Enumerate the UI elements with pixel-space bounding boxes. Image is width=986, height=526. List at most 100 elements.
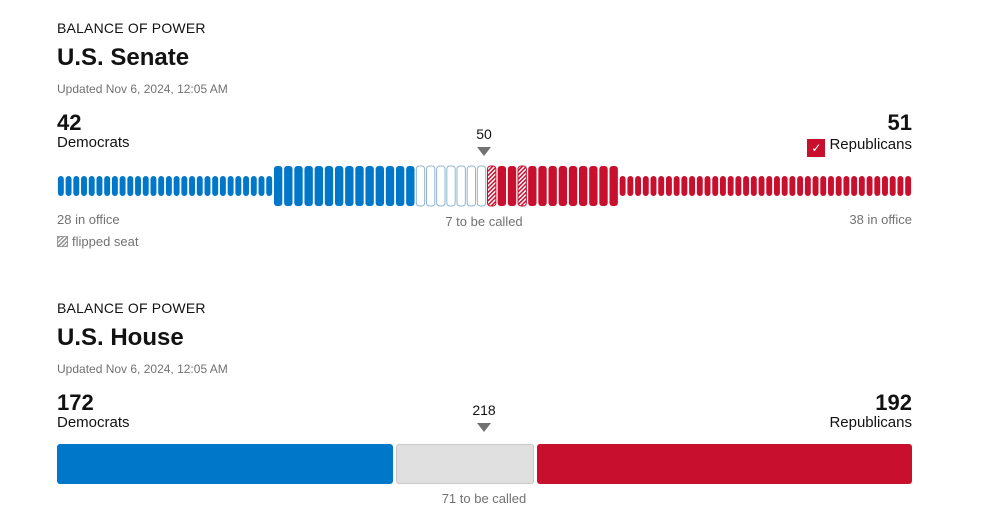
senate-kicker: BALANCE OF POWER <box>57 20 206 36</box>
senate-rep-count: 51 <box>887 110 912 135</box>
senate-seat-dem-not up <box>204 176 211 196</box>
senate-seat-dem-not up <box>135 176 141 196</box>
house-bar-dem <box>57 444 393 484</box>
house-majority-arrow-icon <box>477 423 491 432</box>
senate-seat-dem-not up <box>88 176 95 196</box>
senate-seat-rep-not up <box>774 176 780 196</box>
senate-seat-dem-not up <box>158 176 165 196</box>
senate-seat-dem-not up <box>196 176 203 196</box>
senate-flipped-legend: flipped seat <box>57 234 139 249</box>
senate-seat-dem-called <box>355 166 364 206</box>
senate-seat-rep-called <box>568 166 578 206</box>
senate-seat-rep-not up <box>797 176 804 196</box>
senate-seat-rep-called <box>609 166 618 206</box>
senate-seat-rep-not up <box>719 176 726 196</box>
house-bar-uncalled <box>395 444 535 484</box>
senate-seat-dem-called <box>345 166 354 206</box>
senate-seat-dem-called <box>334 166 344 206</box>
senate-seat-rep-not up <box>727 176 734 196</box>
senate-seat-rep-called <box>599 166 608 206</box>
senate-seat-rep-not up <box>681 176 688 196</box>
senate-seat-rep-called <box>589 166 598 206</box>
senate-rep-label: Republicans <box>829 136 912 153</box>
house-seat-chart <box>57 444 912 484</box>
senate-seat-dem-not up <box>73 176 80 196</box>
senate-seat-dem-not up <box>227 176 234 196</box>
senate-rep-party-row: ✓ Republicans <box>807 136 912 157</box>
house-rep-summary: 192 Republicans <box>829 390 912 432</box>
senate-seat-rep-not up <box>905 176 912 196</box>
house-rep-label: Republicans <box>829 414 912 431</box>
senate-seat-dem-not up <box>212 176 219 196</box>
senate-seat-rep-not up <box>650 176 657 196</box>
senate-seat-dem-called <box>375 166 385 206</box>
senate-seat-none-uncalled <box>476 165 487 207</box>
senate-seat-dem-not up <box>150 176 157 196</box>
senate-seat-dem-not up <box>119 176 126 196</box>
senate-seat-none-uncalled <box>466 165 477 207</box>
senate-seat-rep-not up <box>627 176 634 196</box>
house-rep-count: 192 <box>875 390 912 415</box>
house-to-be-called: 71 to be called <box>441 491 527 506</box>
senate-seat-rep-not up <box>642 176 649 196</box>
senate-seat-dem-not up <box>142 176 149 196</box>
senate-rep-in-office: 38 in office <box>849 212 912 227</box>
senate-seat-rep-not up <box>750 176 757 196</box>
senate-seat-rep-not up <box>820 176 827 196</box>
senate-seat-rep-not up <box>866 176 873 196</box>
senate-seat-dem-not up <box>235 176 242 196</box>
senate-updated: Updated Nov 6, 2024, 12:05 AM <box>57 82 228 96</box>
senate-seat-rep-called <box>528 166 537 206</box>
senate-majority-arrow-icon <box>477 147 491 156</box>
senate-seat-rep-flipped <box>486 165 497 207</box>
senate-seat-dem-not up <box>165 176 172 196</box>
senate-seat-dem-called <box>284 166 293 206</box>
house-bar-rep <box>537 444 912 484</box>
senate-seat-chart <box>57 165 912 207</box>
senate-seat-dem-not up <box>65 176 72 196</box>
senate-seat-rep-not up <box>758 176 765 196</box>
senate-seat-rep-not up <box>735 176 742 196</box>
senate-seat-dem-called <box>273 166 283 206</box>
senate-seat-rep-called <box>507 166 517 206</box>
senate-seat-dem-not up <box>173 176 180 196</box>
senate-seat-dem-called <box>385 166 395 206</box>
senate-seat-rep-not up <box>781 176 788 196</box>
senate-seat-rep-not up <box>874 176 881 196</box>
senate-seat-rep-not up <box>789 176 796 196</box>
senate-dem-in-office: 28 in office <box>57 212 120 227</box>
senate-seat-none-uncalled <box>456 165 466 207</box>
senate-seat-dem-called <box>314 166 324 206</box>
house-majority-label: 218 <box>472 402 496 418</box>
senate-seat-dem-not up <box>127 176 134 196</box>
senate-seat-dem-not up <box>243 176 250 196</box>
house-dem-label: Democrats <box>57 414 130 431</box>
senate-seat-rep-not up <box>835 176 842 196</box>
senate-seat-rep-not up <box>696 176 703 196</box>
senate-seat-rep-not up <box>858 176 865 196</box>
senate-seat-rep-not up <box>665 176 672 196</box>
senate-seat-rep-not up <box>658 176 665 196</box>
senate-seat-rep-flipped <box>517 165 527 207</box>
senate-counts: 42 Democrats 51 ✓ Republicans 50 <box>57 110 912 157</box>
senate-seat-dem-not up <box>111 176 118 196</box>
senate-seat-rep-not up <box>689 176 696 196</box>
senate-seat-dem-called <box>395 166 405 206</box>
senate-seat-rep-not up <box>804 176 811 196</box>
senate-seat-rep-not up <box>812 176 819 196</box>
senate-seat-dem-not up <box>57 176 64 196</box>
house-counts: 172 Democrats 192 Republicans 218 <box>57 392 912 436</box>
senate-panel: BALANCE OF POWER U.S. Senate Updated Nov… <box>57 20 912 249</box>
house-updated: Updated Nov 6, 2024, 12:05 AM <box>57 362 228 376</box>
senate-seat-dem-not up <box>96 176 103 196</box>
senate-seat-none-uncalled <box>425 165 436 207</box>
senate-seat-rep-not up <box>673 176 680 196</box>
senate-seat-rep-not up <box>766 176 773 196</box>
senate-seat-dem-not up <box>81 176 87 196</box>
house-panel: BALANCE OF POWER U.S. House Updated Nov … <box>57 300 912 506</box>
senate-seat-rep-not up <box>897 176 904 196</box>
house-kicker: BALANCE OF POWER <box>57 300 206 316</box>
senate-seat-rep-not up <box>635 176 642 196</box>
senate-seat-rep-called <box>579 166 588 206</box>
senate-seat-dem-not up <box>104 176 111 196</box>
